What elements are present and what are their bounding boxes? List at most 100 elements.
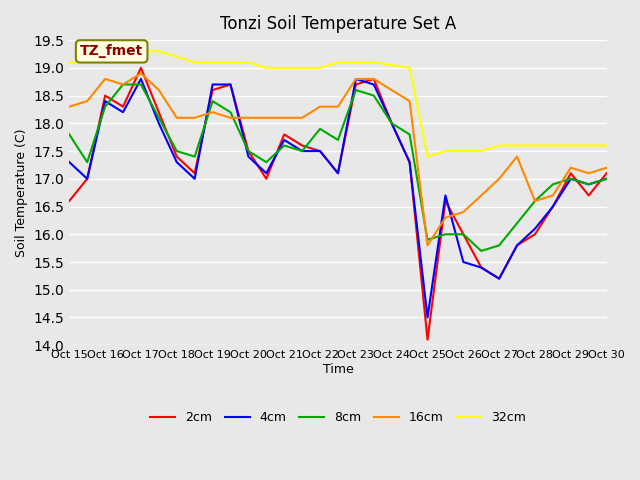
2cm [173,154,180,159]
2cm [65,198,73,204]
8cm [513,220,521,226]
32cm [388,62,396,68]
16cm [137,71,145,76]
16cm [370,76,378,82]
8cm [567,176,575,181]
32cm [316,65,324,71]
16cm [352,76,360,82]
2cm [298,143,306,148]
8cm [388,120,396,126]
4cm [424,314,431,320]
8cm [424,237,431,243]
8cm [316,126,324,132]
4cm [549,204,557,209]
16cm [603,165,611,170]
8cm [155,115,163,120]
32cm [83,60,91,65]
8cm [244,148,252,154]
32cm [531,143,539,148]
8cm [280,143,288,148]
8cm [334,137,342,143]
4cm [83,176,91,181]
2cm [83,176,91,181]
8cm [137,82,145,87]
16cm [549,192,557,198]
4cm [316,148,324,154]
16cm [567,165,575,170]
2cm [119,104,127,109]
2cm [549,204,557,209]
2cm [477,264,485,270]
32cm [119,51,127,57]
8cm [173,148,180,154]
2cm [101,93,109,98]
4cm [585,181,593,187]
2cm [603,170,611,176]
16cm [209,109,216,115]
16cm [101,76,109,82]
32cm [101,54,109,60]
Y-axis label: Soil Temperature (C): Soil Temperature (C) [15,129,28,257]
2cm [137,65,145,71]
32cm [442,148,449,154]
2cm [460,231,467,237]
32cm [280,65,288,71]
4cm [227,82,234,87]
Text: TZ_fmet: TZ_fmet [80,44,143,59]
16cm [406,98,413,104]
32cm [352,60,360,65]
32cm [244,60,252,65]
8cm [83,159,91,165]
16cm [460,209,467,215]
16cm [227,115,234,120]
X-axis label: Time: Time [323,363,353,376]
4cm [442,192,449,198]
8cm [227,109,234,115]
32cm [603,143,611,148]
4cm [173,159,180,165]
Line: 8cm: 8cm [69,84,607,251]
Line: 2cm: 2cm [69,68,607,340]
4cm [137,76,145,82]
32cm [65,60,73,65]
2cm [352,82,360,87]
32cm [460,148,467,154]
4cm [388,120,396,126]
4cm [495,276,503,282]
16cm [262,115,270,120]
32cm [495,143,503,148]
4cm [101,98,109,104]
2cm [209,87,216,93]
4cm [298,148,306,154]
4cm [352,76,360,82]
2cm [155,109,163,115]
16cm [334,104,342,109]
4cm [262,170,270,176]
Line: 16cm: 16cm [69,73,607,245]
16cm [173,115,180,120]
32cm [406,65,413,71]
16cm [244,115,252,120]
2cm [513,242,521,248]
4cm [191,176,198,181]
4cm [119,109,127,115]
8cm [531,198,539,204]
4cm [370,82,378,87]
4cm [477,264,485,270]
32cm [585,143,593,148]
2cm [280,132,288,137]
2cm [262,176,270,181]
8cm [603,176,611,181]
Line: 4cm: 4cm [69,79,607,317]
4cm [531,226,539,232]
4cm [280,137,288,143]
8cm [191,154,198,159]
Title: Tonzi Soil Temperature Set A: Tonzi Soil Temperature Set A [220,15,456,33]
16cm [298,115,306,120]
4cm [460,259,467,265]
8cm [65,132,73,137]
4cm [513,242,521,248]
16cm [585,170,593,176]
16cm [65,104,73,109]
Line: 32cm: 32cm [69,51,607,156]
